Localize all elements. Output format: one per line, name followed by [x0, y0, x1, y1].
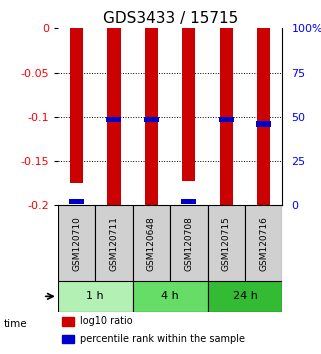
Bar — [220, 28, 233, 205]
FancyBboxPatch shape — [133, 205, 170, 281]
Text: GSM120716: GSM120716 — [259, 216, 268, 271]
Text: log10 ratio: log10 ratio — [80, 316, 133, 326]
Bar — [181, 199, 196, 205]
Bar — [219, 117, 234, 122]
FancyBboxPatch shape — [95, 205, 133, 281]
Text: GSM120715: GSM120715 — [222, 216, 231, 271]
Bar — [144, 117, 159, 122]
Text: time: time — [3, 319, 27, 329]
Bar — [108, 28, 120, 205]
FancyBboxPatch shape — [208, 281, 282, 312]
Bar — [69, 199, 84, 205]
Bar — [257, 28, 270, 205]
FancyBboxPatch shape — [245, 205, 282, 281]
Text: 24 h: 24 h — [233, 291, 257, 301]
Bar — [256, 121, 271, 127]
Text: percentile rank within the sample: percentile rank within the sample — [80, 334, 245, 344]
Bar — [62, 317, 74, 326]
Bar — [145, 28, 158, 205]
Text: GSM120648: GSM120648 — [147, 216, 156, 270]
FancyBboxPatch shape — [170, 205, 208, 281]
Text: 1 h: 1 h — [86, 291, 104, 301]
FancyBboxPatch shape — [58, 205, 95, 281]
Text: 4 h: 4 h — [161, 291, 179, 301]
Bar — [107, 117, 121, 122]
FancyBboxPatch shape — [58, 281, 133, 312]
FancyBboxPatch shape — [133, 281, 208, 312]
Text: GSM120708: GSM120708 — [184, 216, 193, 271]
FancyBboxPatch shape — [208, 205, 245, 281]
Text: GSM120711: GSM120711 — [109, 216, 118, 271]
Bar — [62, 335, 74, 343]
Bar — [70, 28, 83, 183]
Text: GSM120710: GSM120710 — [72, 216, 81, 271]
Bar — [182, 28, 195, 181]
Title: GDS3433 / 15715: GDS3433 / 15715 — [102, 11, 238, 26]
